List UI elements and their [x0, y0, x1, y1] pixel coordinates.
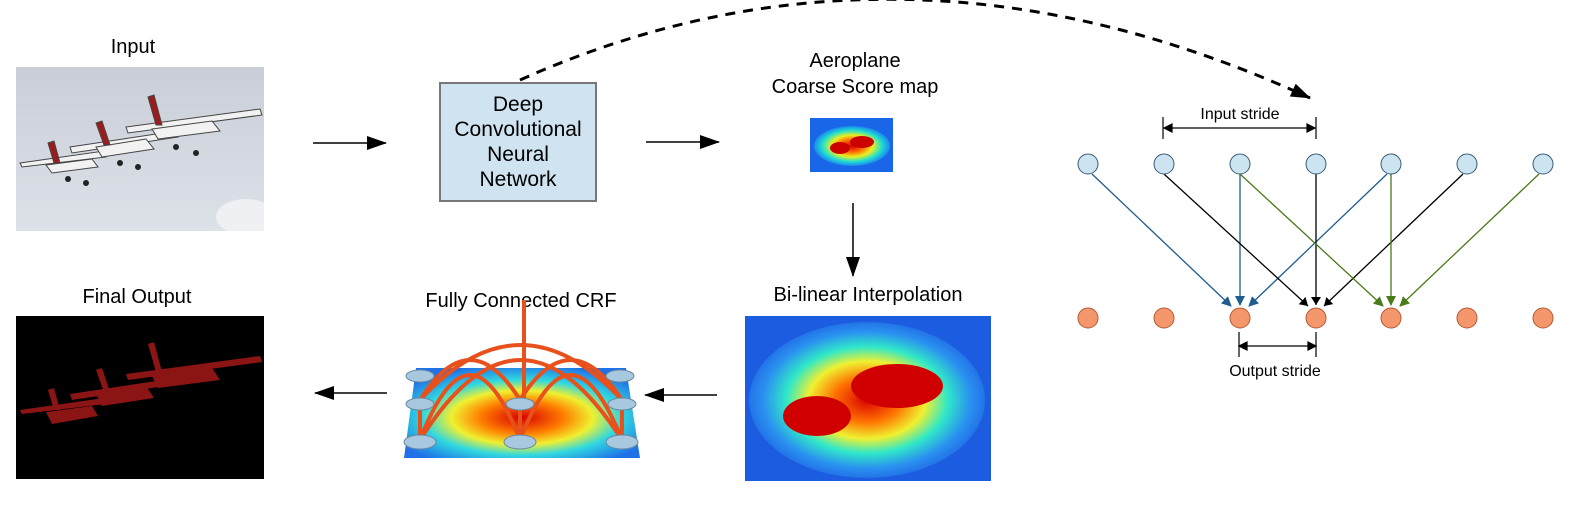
final-output-image [16, 316, 264, 479]
crf-label: Fully Connected CRF [425, 290, 617, 312]
input-node [1532, 153, 1554, 175]
input-nodes [1077, 153, 1554, 175]
plane-2 [69, 120, 179, 158]
plane-1 [19, 140, 107, 174]
output-stride-label: Output stride [1229, 363, 1321, 380]
dcnn-label: Deep Convolutional Neural Network [454, 93, 582, 191]
output-node [1380, 307, 1402, 329]
output-nodes [1077, 307, 1554, 329]
stride-connections [1091, 173, 1540, 307]
output-node [1456, 307, 1478, 329]
output-node [1153, 307, 1175, 329]
input-image [16, 67, 264, 231]
output-node [1532, 307, 1554, 329]
dashed-curve-arrow [519, 0, 1311, 100]
input-node [1229, 153, 1251, 175]
crf-graph [400, 300, 640, 465]
input-node [1456, 153, 1478, 175]
score-map-label-line2: Coarse Score map [771, 76, 939, 98]
coarse-score-map [810, 118, 893, 172]
input-node [1077, 153, 1099, 175]
output-node [1305, 307, 1327, 329]
input-node [1380, 153, 1402, 175]
bilinear-map [745, 316, 991, 481]
input-node [1153, 153, 1175, 175]
input-stride-dimension [1162, 117, 1317, 139]
bilinear-label: Bi-linear Interpolation [773, 284, 963, 306]
pipeline-arrows [313, 135, 860, 402]
input-node [1305, 153, 1327, 175]
output-node [1077, 307, 1099, 329]
output-node [1229, 307, 1251, 329]
dcnn-box: Deep Convolutional Neural Network [439, 82, 597, 202]
plane-3 [125, 94, 263, 140]
input-stride-label: Input stride [1200, 106, 1280, 123]
score-map-label-line1: Aeroplane [809, 50, 901, 72]
input-label: Input [110, 36, 156, 58]
output-stride-dimension [1237, 332, 1318, 357]
final-output-label: Final Output [82, 286, 192, 308]
